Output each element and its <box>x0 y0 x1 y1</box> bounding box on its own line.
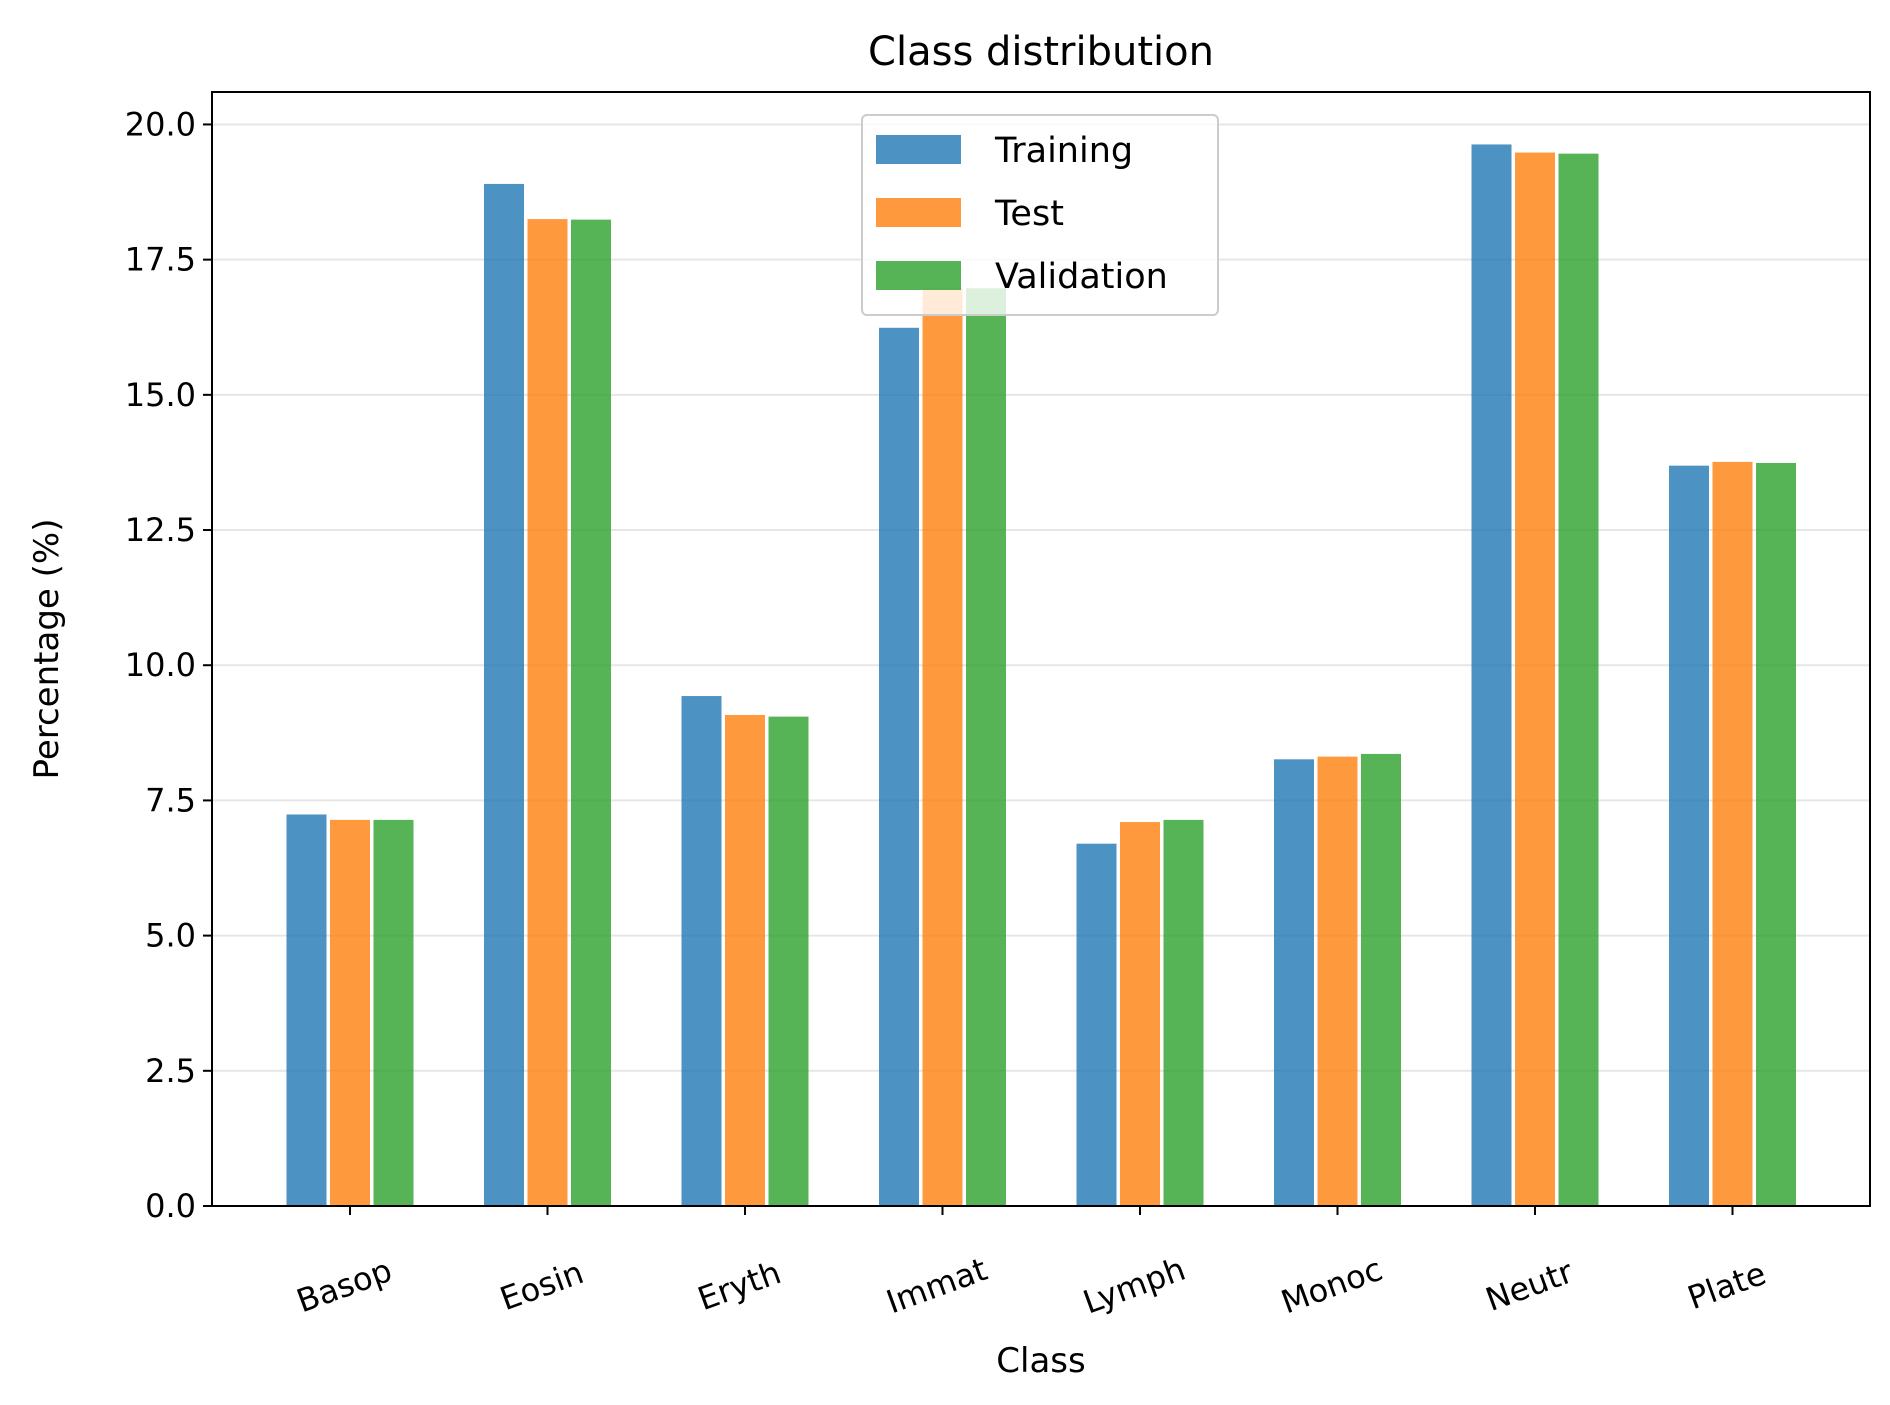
x-tick-label: Eryth <box>693 1253 786 1318</box>
y-axis: 0.0 2.5 5.0 7.5 10.0 12.5 15.0 17.5 20.0 <box>125 105 212 1225</box>
plot-frame <box>211 91 1871 1207</box>
legend-swatch-training <box>876 135 961 164</box>
bar-training-monoc <box>1274 759 1314 1206</box>
legend-label-training: Training <box>994 131 1133 171</box>
bar-test-plate <box>1712 461 1753 1207</box>
bar-validation-eryth <box>768 716 809 1206</box>
bar-test-eosin <box>527 219 568 1206</box>
bar-training-basop <box>286 814 327 1206</box>
y-tick-label: 17.5 <box>125 241 196 279</box>
bar-test-basop <box>330 819 370 1206</box>
bar-test-eryth <box>725 714 765 1206</box>
bar-validation-neutr <box>1558 153 1599 1206</box>
x-tick-label: Lymph <box>1078 1250 1190 1322</box>
y-tick-label: 0.0 <box>145 1187 196 1225</box>
bar-test-immat <box>922 288 963 1206</box>
bar-test-lymph <box>1120 822 1160 1206</box>
bar-training-neutr <box>1471 144 1512 1207</box>
x-tick-label: Plate <box>1683 1254 1771 1317</box>
x-tick-label: Neutr <box>1481 1252 1579 1319</box>
bar-validation-lymph <box>1163 819 1204 1206</box>
y-tick-label: 2.5 <box>145 1052 196 1090</box>
y-tick-label: 15.0 <box>125 376 196 414</box>
legend-swatch-validation <box>876 261 961 290</box>
bar-training-immat <box>879 327 919 1206</box>
x-tick-label: Basop <box>292 1251 397 1320</box>
x-tick-label: Eosin <box>495 1253 588 1318</box>
legend: Training Test Validation <box>861 114 1219 316</box>
bar-training-plate <box>1669 465 1709 1206</box>
bars <box>286 144 1796 1207</box>
legend-swatch-test <box>876 198 961 227</box>
x-tick-label: Monoc <box>1276 1250 1387 1321</box>
x-axis: Basop Eosin Eryth Immat Lymph Monoc Neutr Plate <box>292 1206 1771 1322</box>
bar-test-neutr <box>1515 152 1555 1206</box>
bar-validation-immat <box>966 288 1006 1206</box>
y-tick-label: 10.0 <box>125 646 196 684</box>
x-tick-label: Immat <box>881 1250 992 1321</box>
bar-validation-eosin <box>571 219 611 1207</box>
legend-label-validation: Validation <box>995 257 1168 297</box>
y-tick-label: 20.0 <box>125 105 196 143</box>
x-axis-title: Class <box>996 1341 1085 1381</box>
y-axis-title: Percentage (%) <box>27 519 67 780</box>
y-tick-label: 12.5 <box>125 511 196 549</box>
bar-validation-basop <box>373 819 414 1206</box>
y-tick-label: 5.0 <box>145 917 196 955</box>
bar-test-monoc <box>1317 756 1358 1206</box>
y-tick-label: 7.5 <box>145 781 196 819</box>
bar-training-eosin <box>484 183 524 1207</box>
bar-training-lymph <box>1076 843 1117 1206</box>
chart-title: Class distribution <box>868 29 1214 75</box>
bar-validation-plate <box>1756 462 1796 1207</box>
bar-training-eryth <box>681 696 722 1206</box>
legend-label-test: Test <box>994 194 1064 234</box>
bar-validation-monoc <box>1361 753 1401 1206</box>
